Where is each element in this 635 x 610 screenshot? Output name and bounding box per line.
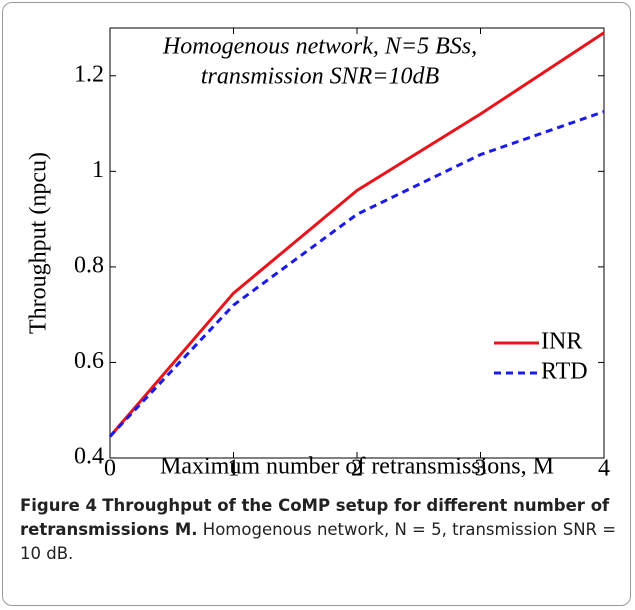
y-tick-label: 0.8 bbox=[74, 252, 104, 278]
y-tick-label: 0.4 bbox=[74, 444, 104, 470]
caption-text: Homogenous network, N = 5, transmission … bbox=[20, 520, 617, 563]
chart: Homogenous network, N=5 BSs, transmissio… bbox=[26, 27, 610, 482]
caption: Figure 4 Throughput of the CoMP setup fo… bbox=[20, 494, 620, 566]
caption-title: Throughput of the CoMP setup for differe… bbox=[20, 496, 610, 539]
y-axis-label: Throughput (npcu) bbox=[26, 152, 52, 334]
series-line bbox=[108, 31, 605, 438]
caption-label: Figure 4 bbox=[20, 496, 98, 515]
legend-label: INR bbox=[541, 329, 582, 355]
x-tick-label: 2 bbox=[351, 456, 363, 482]
annotation: transmission SNR=10dB bbox=[201, 64, 440, 90]
x-tick-label: 1 bbox=[228, 456, 240, 482]
x-tick-label: 3 bbox=[475, 456, 487, 482]
legend-label: RTD bbox=[541, 359, 588, 385]
annotation: Homogenous network, N=5 BSs, bbox=[162, 34, 477, 60]
plot-frame bbox=[109, 27, 605, 459]
y-tick-label: 0.6 bbox=[74, 348, 104, 374]
y-tick-label: 1.2 bbox=[74, 61, 104, 87]
x-tick-label: 0 bbox=[104, 456, 116, 482]
y-tick-label: 1 bbox=[92, 157, 104, 183]
x-tick-label: 4 bbox=[598, 456, 610, 482]
series-line bbox=[108, 110, 605, 438]
